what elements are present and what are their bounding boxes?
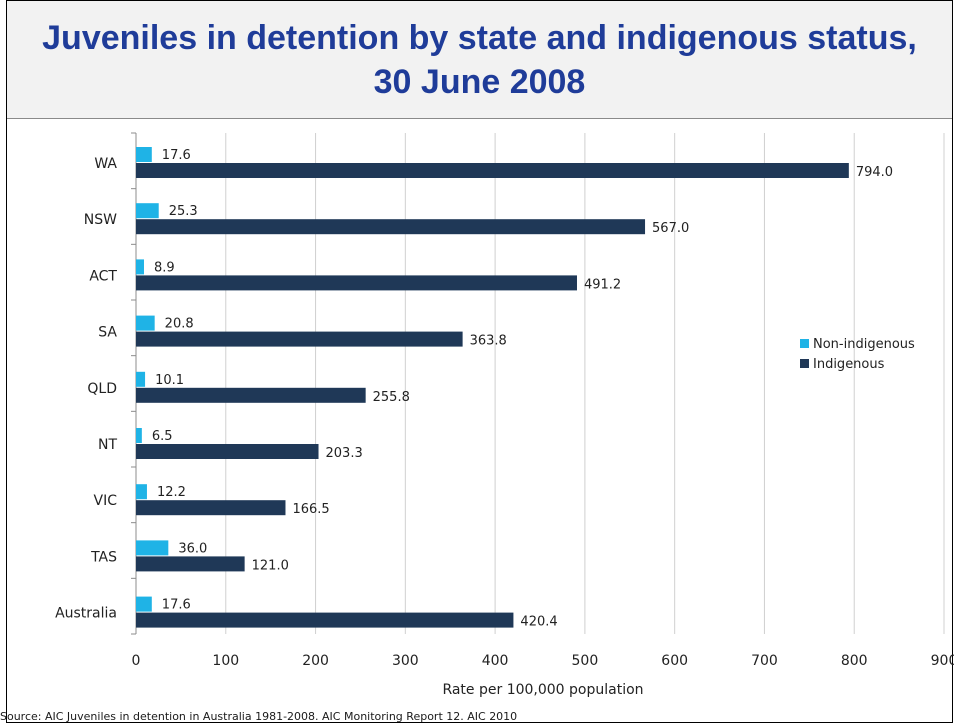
data-label-indigenous: 121.0 (252, 558, 289, 573)
category-label: WA (94, 156, 117, 172)
x-tick-label: 500 (572, 653, 599, 669)
title-band: Juveniles in detention by state and indi… (7, 1, 952, 119)
category-label: SA (98, 325, 117, 341)
x-tick-label: 200 (302, 653, 329, 669)
x-tick-label: 100 (212, 653, 239, 669)
bar-indigenous (136, 556, 245, 572)
x-tick-label: 900 (931, 653, 954, 669)
slide-frame: Juveniles in detention by state and indi… (6, 0, 953, 723)
legend-label-indigenous: Indigenous (813, 357, 885, 372)
bar-non-indigenous (136, 484, 147, 500)
data-label-non-indigenous: 36.0 (178, 541, 207, 556)
data-label-non-indigenous: 25.3 (169, 204, 198, 219)
x-tick-label: 400 (482, 653, 509, 669)
bar-non-indigenous (136, 203, 159, 219)
category-label: ACT (89, 268, 117, 284)
legend-label-non-indigenous: Non-indigenous (813, 337, 915, 352)
data-label-indigenous: 166.5 (292, 502, 329, 517)
bar-non-indigenous (136, 147, 152, 162)
data-label-non-indigenous: 10.1 (155, 373, 184, 388)
category-label: NSW (84, 212, 117, 228)
bar-indigenous (136, 387, 366, 403)
legend-swatch-non-indigenous (800, 339, 809, 348)
data-label-non-indigenous: 6.5 (152, 429, 173, 444)
bar-indigenous (136, 612, 514, 628)
data-label-non-indigenous: 17.6 (162, 148, 191, 163)
bar-non-indigenous (136, 259, 144, 275)
bar-indigenous (136, 219, 646, 235)
data-label-non-indigenous: 8.9 (154, 260, 175, 275)
bar-indigenous (136, 500, 286, 516)
data-label-indigenous: 255.8 (373, 390, 410, 405)
x-axis-title: Rate per 100,000 population (442, 682, 643, 698)
source-note: Source: AIC Juveniles in detention in Au… (0, 710, 518, 723)
bar-non-indigenous (136, 315, 155, 331)
bar-non-indigenous (136, 371, 146, 387)
data-label-indigenous: 203.3 (326, 446, 363, 461)
bar-non-indigenous (136, 540, 169, 556)
category-label: TAS (90, 549, 117, 565)
bar-non-indigenous (136, 428, 142, 443)
x-tick-label: 300 (392, 653, 419, 669)
bar-non-indigenous (136, 596, 152, 612)
data-label-non-indigenous: 20.8 (165, 317, 194, 332)
bar-indigenous (136, 275, 577, 291)
category-label: QLD (87, 381, 117, 397)
legend-swatch-indigenous (800, 359, 809, 368)
data-label-indigenous: 491.2 (584, 277, 621, 292)
x-tick-label: 0 (132, 653, 141, 669)
bar-indigenous (136, 444, 319, 459)
bar-indigenous (136, 331, 463, 347)
x-tick-label: 700 (751, 653, 778, 669)
data-label-non-indigenous: 17.6 (162, 598, 191, 613)
chart-title: Juveniles in detention by state and indi… (42, 18, 917, 101)
x-tick-label: 800 (841, 653, 868, 669)
category-label: NT (98, 437, 117, 453)
data-label-indigenous: 363.8 (470, 334, 507, 349)
data-label-indigenous: 420.4 (520, 615, 557, 630)
bar-indigenous (136, 163, 849, 178)
category-label: VIC (94, 493, 118, 509)
data-label-indigenous: 567.0 (652, 221, 689, 236)
x-tick-label: 600 (661, 653, 688, 669)
data-label-non-indigenous: 12.2 (157, 485, 186, 500)
category-label: Australia (55, 606, 117, 622)
data-label-indigenous: 794.0 (856, 165, 893, 180)
